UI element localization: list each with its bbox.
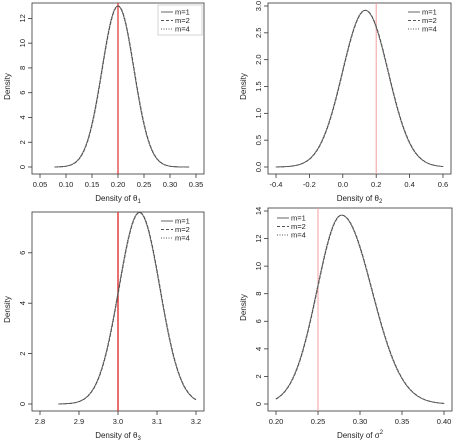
x-tick-label: 3.2 xyxy=(191,417,201,426)
legend-entry: m=2 xyxy=(291,222,306,231)
y-tick-label: 2 xyxy=(254,374,263,378)
y-tick-label: 2.0 xyxy=(254,54,263,64)
y-tick-label: 8 xyxy=(18,66,27,70)
x-axis-label: Density of σ2 xyxy=(337,430,384,440)
x-tick-label: 0.25 xyxy=(311,417,326,426)
x-tick-label: 2.8 xyxy=(35,417,45,426)
density-curve-m4 xyxy=(58,212,196,405)
x-tick-label: 0.35 xyxy=(395,417,410,426)
y-axis-label: Density xyxy=(3,296,12,323)
x-tick-label: 0.0 xyxy=(338,180,348,189)
y-tick-label: 14 xyxy=(254,207,263,215)
x-tick-label: 0.10 xyxy=(59,180,74,189)
y-tick-label: 3.0 xyxy=(254,1,263,11)
y-tick-label: 1.5 xyxy=(254,81,263,91)
chart-panel-2: -0.4 -0.2 0.0 0.2 0.4 0.6 0.0 0.5 1.0 1.5 2.0 2.5 3.… xyxy=(239,1,452,205)
y-axis-label: Density xyxy=(239,73,248,100)
x-tick-label: 0.30 xyxy=(163,180,178,189)
y-tick-label: 0.0 xyxy=(254,162,263,172)
density-curve-m2 xyxy=(276,9,444,168)
x-tick-label: 3.1 xyxy=(152,417,162,426)
legend: m=1m=2m=4 xyxy=(408,8,437,34)
density-curve-m1 xyxy=(275,214,445,404)
x-axis-label: Density of θ3 xyxy=(95,431,141,441)
y-tick-label: 2 xyxy=(18,352,27,356)
y-tick-label: 10 xyxy=(18,39,27,47)
x-tick-label: 3.0 xyxy=(113,417,123,426)
chart-panel-1: 0.05 0.10 0.15 0.20 0.25 0.30 0.35 0 2 4 6 8 10 12 Den… xyxy=(3,2,205,205)
x-tick-label: 0.40 xyxy=(437,417,452,426)
legend-entry: m=4 xyxy=(422,25,437,34)
legend-entry: m=1 xyxy=(175,8,190,17)
x-tick-label: 0.6 xyxy=(438,180,448,189)
density-curve-m2 xyxy=(58,212,197,405)
x-tick-label: 0.20 xyxy=(111,180,126,189)
y-tick-label: 1.0 xyxy=(254,108,263,118)
y-tick-label: 2.5 xyxy=(254,28,263,38)
legend-entry: m=2 xyxy=(422,16,437,25)
y-tick-label: 0.5 xyxy=(254,135,263,145)
legend-entry: m=2 xyxy=(175,225,190,234)
y-tick-label: 6 xyxy=(18,91,27,95)
y-tick-label: 12 xyxy=(18,14,27,22)
y-tick-label: 6 xyxy=(254,319,263,323)
x-tick-label: 0.35 xyxy=(189,180,204,189)
chart-panel-4: 0.20 0.25 0.30 0.35 0.40 0 2 4 6 8 10 12 14 Density De… xyxy=(239,207,453,440)
x-tick-label: 0.05 xyxy=(33,180,48,189)
x-tick-label: 0.4 xyxy=(404,180,414,189)
chart-panel-3: 2.8 2.9 3.0 3.1 3.2 0 2 4 6 Density Density of θ3 m… xyxy=(3,211,205,441)
x-axis-label: Density of θ2 xyxy=(337,194,383,205)
density-curve-m4 xyxy=(275,214,444,404)
legend: m=1m=2m=4 xyxy=(161,217,190,243)
y-tick-label: 0 xyxy=(254,402,263,406)
legend-entry: m=4 xyxy=(175,25,190,34)
y-tick-label: 4 xyxy=(254,347,263,351)
x-tick-label: 0.25 xyxy=(137,180,152,189)
y-tick-label: 2 xyxy=(18,140,27,144)
legend: m=1m=2m=4 xyxy=(157,4,203,36)
x-tick-label: 2.9 xyxy=(74,417,84,426)
y-axis-label: Density xyxy=(239,294,248,321)
y-tick-label: 8 xyxy=(254,292,263,296)
y-tick-label: 4 xyxy=(18,301,27,305)
x-tick-label: 0.30 xyxy=(353,417,368,426)
legend-entry: m=4 xyxy=(175,234,190,243)
legend-entry: m=1 xyxy=(291,214,306,223)
y-tick-label: 4 xyxy=(18,115,27,119)
x-tick-label: 0.20 xyxy=(269,417,284,426)
legend-entry: m=1 xyxy=(175,217,190,226)
plot-frame xyxy=(267,2,452,175)
x-tick-label: -0.2 xyxy=(303,180,316,189)
legend-entry: m=1 xyxy=(422,8,437,17)
density-curve-m4 xyxy=(275,9,443,168)
y-tick-label: 0 xyxy=(18,165,27,169)
legend: m=1m=2m=4 xyxy=(277,214,306,240)
density-curve-m2 xyxy=(276,214,445,404)
y-axis-label: Density xyxy=(3,73,12,100)
x-tick-label: 0.15 xyxy=(85,180,100,189)
legend-entry: m=4 xyxy=(291,231,306,240)
x-axis-label: Density of θ1 xyxy=(95,194,141,205)
x-tick-label: -0.4 xyxy=(270,180,283,189)
y-tick-label: 0 xyxy=(18,402,27,406)
legend-box xyxy=(157,4,203,36)
legend-entry: m=2 xyxy=(175,16,190,25)
density-curve-m1 xyxy=(275,9,444,168)
y-tick-label: 6 xyxy=(18,251,27,255)
x-tick-label: 0.2 xyxy=(371,180,381,189)
y-tick-label: 12 xyxy=(254,234,263,242)
y-tick-label: 10 xyxy=(254,262,263,270)
